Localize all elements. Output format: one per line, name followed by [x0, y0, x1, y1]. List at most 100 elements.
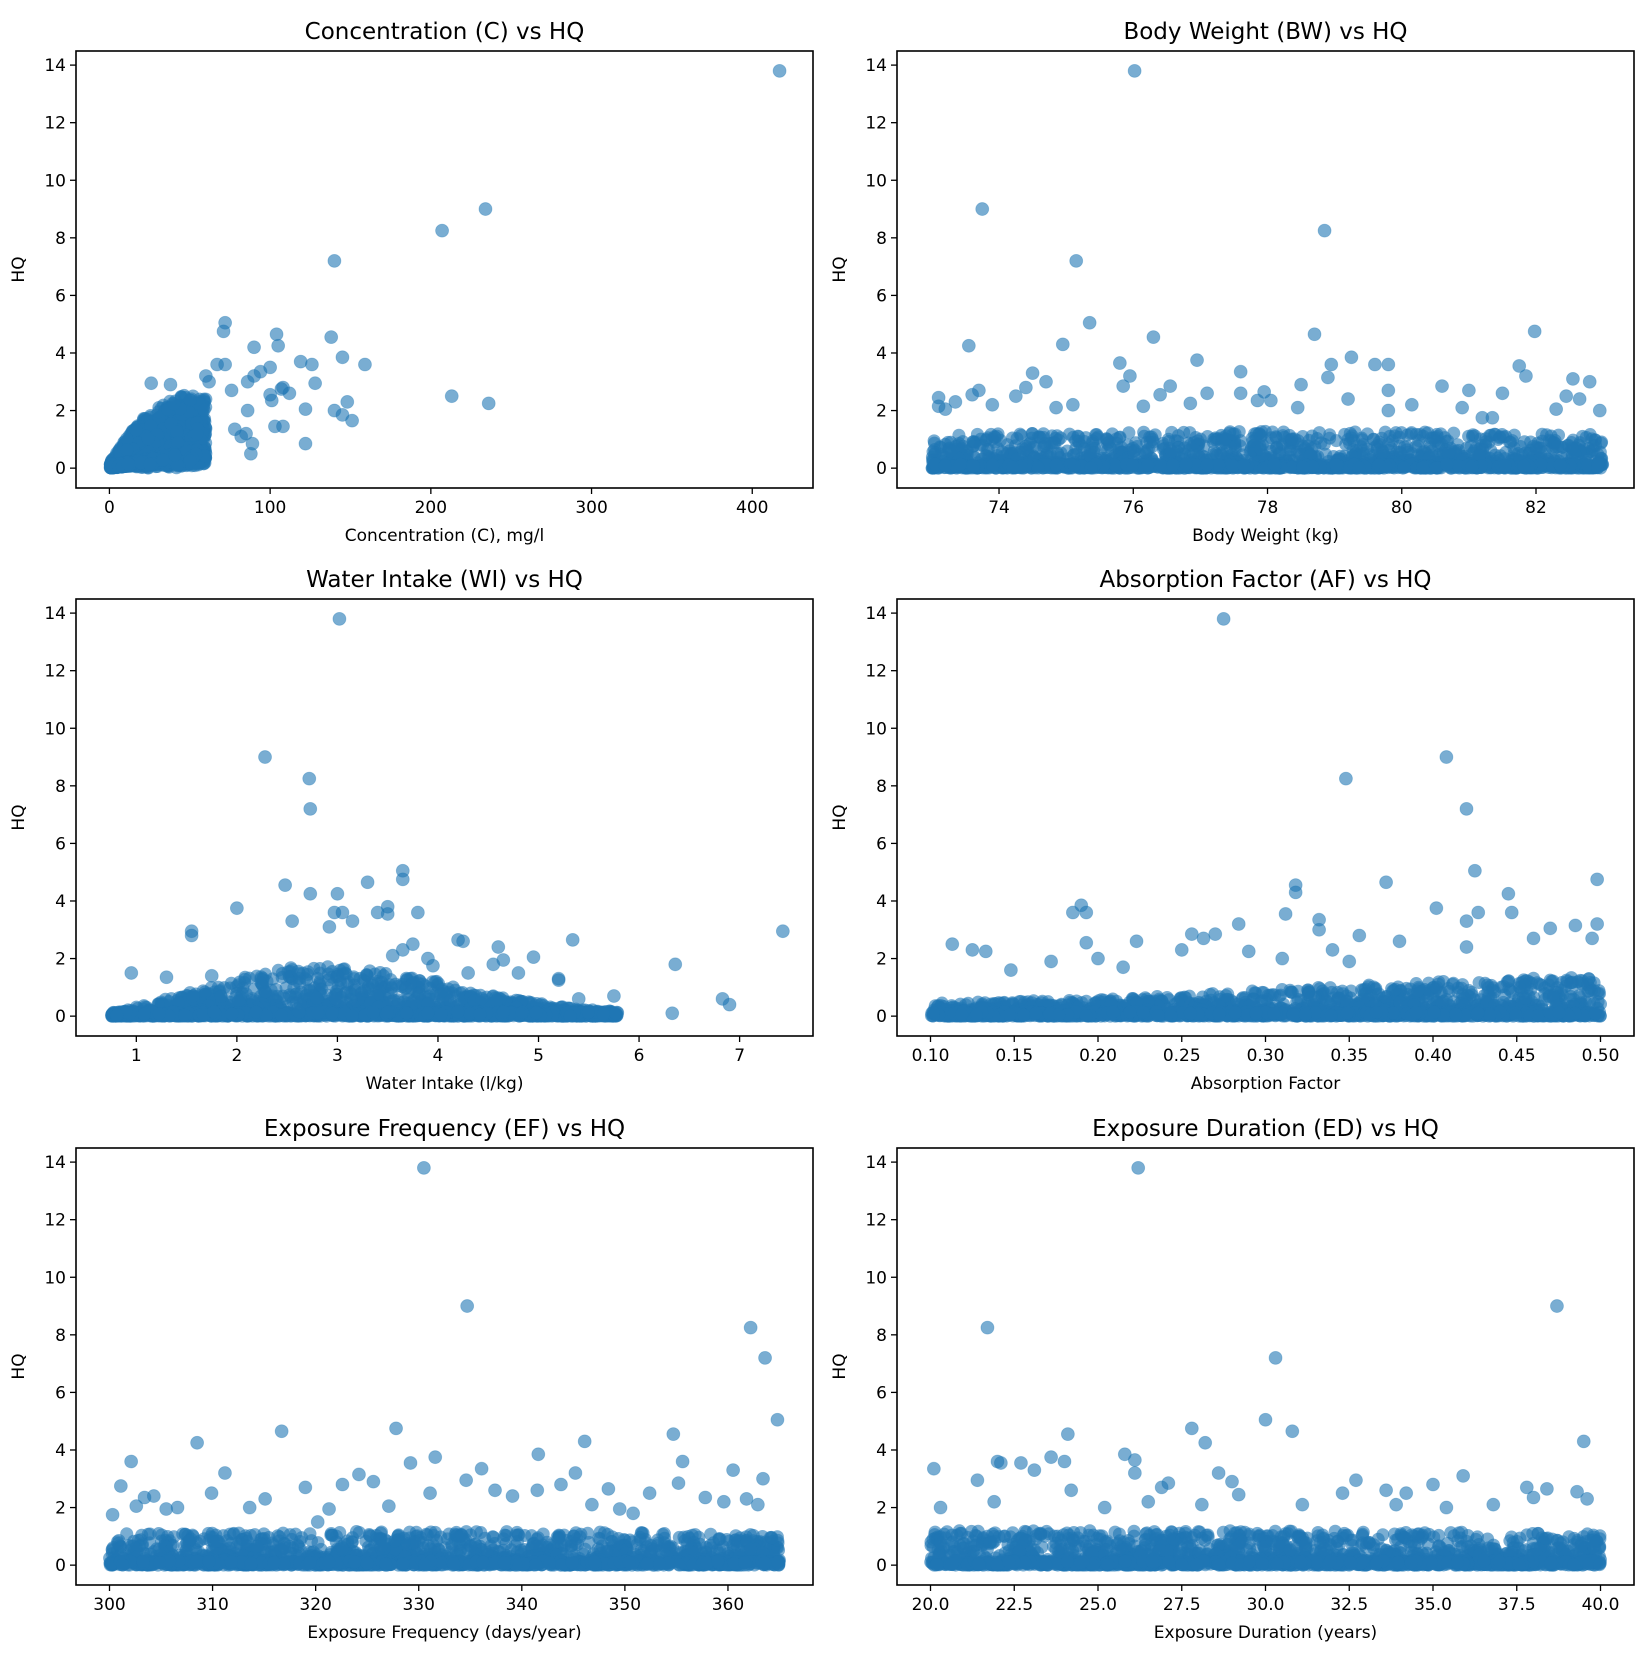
scatter-point: [1153, 387, 1168, 402]
scatter-point: [1190, 353, 1204, 368]
scatter-point: [305, 357, 319, 372]
scatter-point: [1112, 356, 1127, 370]
y-tick-label: 8: [55, 229, 66, 249]
scatter-point: [1006, 460, 1020, 474]
scatter-point: [1381, 383, 1396, 398]
scatter-point: [1495, 386, 1510, 401]
scatter-point: [986, 458, 1000, 472]
scatter-point: [271, 338, 286, 353]
scatter-point: [1233, 364, 1248, 379]
y-axis-label: HQ: [9, 256, 29, 282]
scatter-point: [1141, 458, 1155, 472]
scatter-point: [966, 459, 980, 473]
scatter-point: [345, 413, 359, 428]
scatter-point: [308, 376, 323, 391]
scatter-point: [1213, 447, 1227, 461]
scatter-point: [1137, 425, 1151, 439]
scatter-point: [1200, 386, 1215, 401]
scatter-point: [1233, 386, 1248, 401]
scatter-point: [772, 63, 787, 78]
scatter-point: [1565, 441, 1579, 455]
scatter-point: [1079, 431, 1093, 445]
scatter-point: [1285, 460, 1299, 474]
subplot-title: Body Weight (BW) vs HQ: [1123, 19, 1407, 45]
scatter-point: [1069, 447, 1083, 461]
scatter-point: [1527, 324, 1542, 339]
y-tick-label: 4: [55, 344, 66, 364]
scatter-point: [1084, 461, 1098, 475]
scatter-point: [1321, 370, 1335, 385]
scatter-point: [240, 403, 255, 418]
x-axis-label: Body Weight (kg): [1192, 526, 1339, 546]
y-tick-label: 8: [876, 229, 887, 249]
scatter-point: [156, 453, 170, 467]
scatter-point: [197, 403, 211, 417]
scatter-point: [335, 407, 350, 422]
scatter-point: [1398, 440, 1412, 454]
x-tick-label: 82: [1525, 498, 1547, 518]
scatter-point: [167, 397, 181, 411]
scatter-point: [1512, 359, 1527, 373]
scatter-point: [1025, 366, 1040, 381]
scatter-point: [1179, 457, 1193, 471]
scatter-point: [183, 454, 197, 468]
scatter-point: [1166, 458, 1180, 472]
scatter-point: [1551, 439, 1565, 453]
y-axis-label: HQ: [830, 256, 850, 282]
scatter-point: [358, 357, 372, 372]
scatter-points: [103, 63, 787, 475]
scatter-point: [1018, 380, 1033, 395]
scatter-point: [953, 457, 967, 471]
axes-frame: [896, 50, 1635, 489]
scatter-point: [216, 324, 231, 339]
scatter-point: [1404, 397, 1419, 412]
y-tick-label: 10: [44, 171, 66, 191]
y-tick-label: 0: [876, 459, 887, 479]
scatter-point: [163, 377, 178, 392]
y-tick-label: 6: [876, 286, 887, 306]
scatter-point: [1302, 433, 1316, 447]
y-tick-label: 14: [44, 56, 66, 76]
y-tick-label: 6: [55, 286, 66, 306]
scatter-point: [202, 374, 216, 389]
subplot-1: Concentration (C) vs HQ0 100 200 300 4000246…: [9, 19, 814, 546]
scatter-point: [1307, 327, 1322, 342]
y-tick-label: 0: [55, 459, 66, 479]
x-tick-label: 0: [104, 498, 115, 518]
scatter-point: [1263, 393, 1278, 408]
scatter-point: [340, 395, 355, 409]
scatter-point: [129, 423, 143, 437]
scatter-point: [1416, 460, 1430, 474]
scatter-point: [1588, 433, 1602, 447]
scatter-point: [1329, 458, 1343, 472]
scatter-point: [168, 448, 182, 462]
scatter-point: [1049, 458, 1063, 472]
scatter-point: [324, 330, 339, 345]
scatter-point: [298, 402, 313, 417]
x-tick-label: 100: [254, 498, 286, 518]
scatter-point: [1050, 429, 1064, 443]
scatter-point: [961, 338, 976, 353]
scatter-point: [1306, 459, 1320, 473]
y-tick-label: 14: [865, 56, 887, 76]
axes-frame: [75, 50, 814, 489]
scatter-point: [1352, 460, 1366, 474]
scatter-point: [1291, 434, 1305, 448]
scatter-point: [1212, 458, 1226, 472]
x-tick-label: 78: [1257, 498, 1279, 518]
scatter-point: [1067, 458, 1081, 472]
x-tick-label: 76: [1122, 498, 1144, 518]
scatter-point: [171, 436, 185, 450]
scatter-point: [1372, 435, 1386, 449]
scatter-point: [1381, 403, 1396, 418]
scatter-point: [269, 327, 284, 342]
scatter-point: [1592, 403, 1607, 418]
scatter-point: [1317, 223, 1332, 238]
scatter-point: [1254, 442, 1268, 456]
scatter-point: [1447, 426, 1461, 440]
scatter-point: [1549, 402, 1564, 417]
scatter-point: [1344, 350, 1359, 365]
scatter-point: [1435, 379, 1449, 393]
scatter-point: [1233, 439, 1247, 453]
